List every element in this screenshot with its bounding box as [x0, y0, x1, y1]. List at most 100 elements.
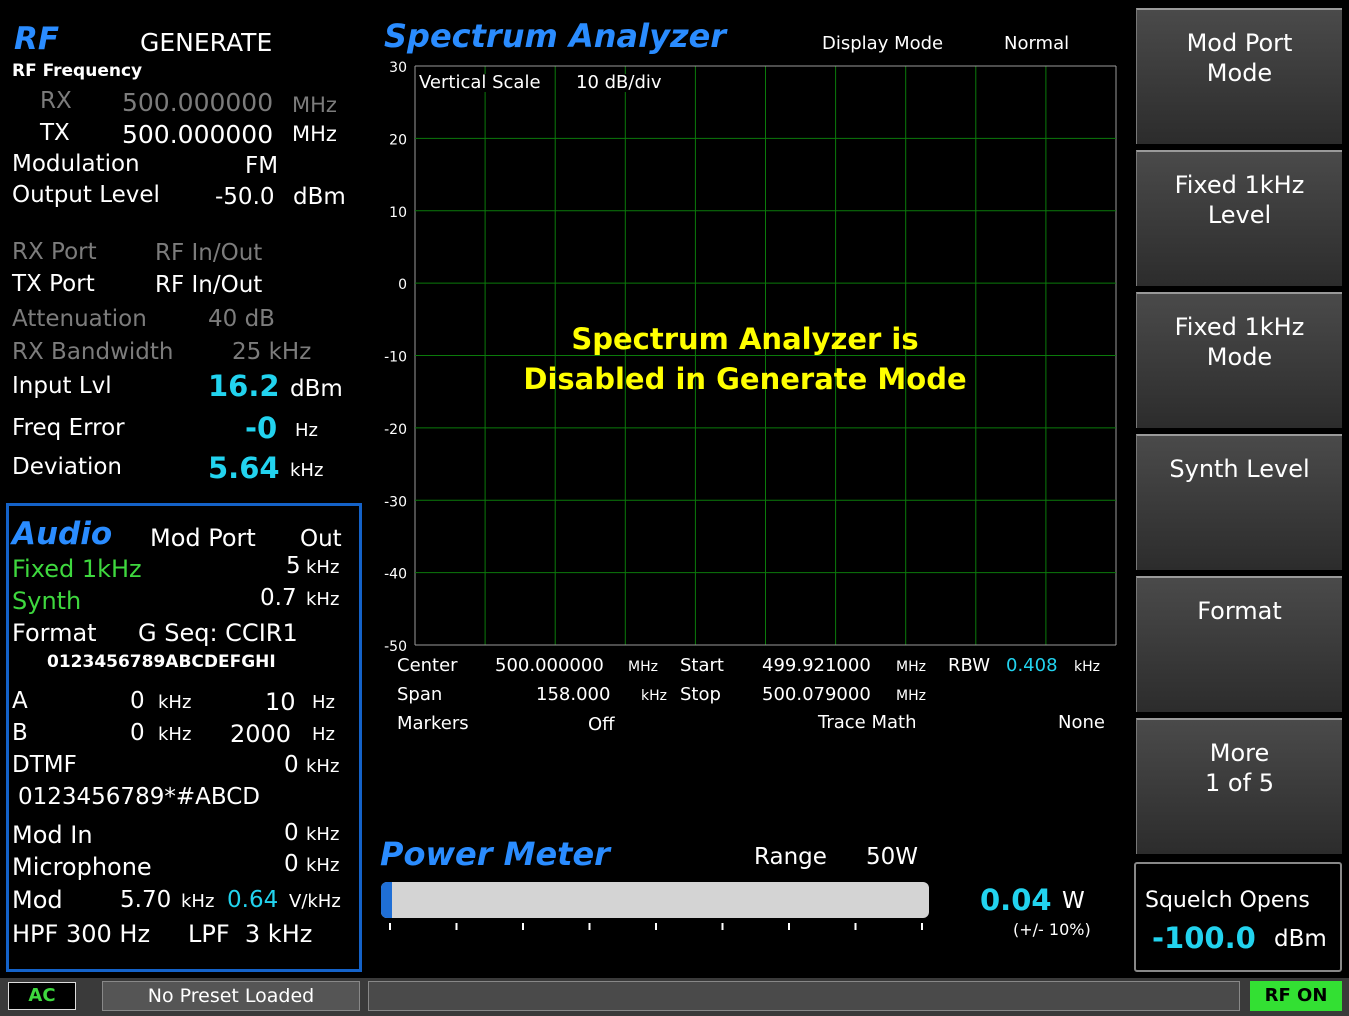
squelch-box — [1134, 862, 1342, 972]
span-unit: kHz — [641, 688, 667, 704]
fixed-value: 5 — [286, 553, 301, 579]
fixed-unit: kHz — [306, 557, 340, 578]
b-value: 0 — [130, 720, 145, 746]
synth-value: 0.7 — [260, 585, 297, 611]
markers-label: Markers — [397, 713, 469, 734]
mod-unit: kHz — [181, 891, 215, 912]
start-unit: MHz — [896, 659, 926, 675]
stop-value: 500.079000 — [762, 684, 871, 705]
deviation-unit: kHz — [290, 460, 324, 481]
span-value: 158.000 — [536, 684, 611, 705]
deviation-value: 5.64 — [208, 451, 280, 485]
softkey-label: More — [1209, 739, 1270, 767]
rbw-value: 0.408 — [1006, 655, 1058, 676]
rf-title: RF — [14, 21, 60, 57]
softkey-label: 1 of 5 — [1205, 769, 1274, 797]
format-value: G Seq: CCIR1 — [138, 619, 298, 647]
modulation-value: FM — [245, 153, 279, 179]
audio-frame — [6, 503, 362, 972]
softkey[interactable]: Mod Port Mode — [1136, 8, 1342, 144]
softkey-label: Synth Level — [1169, 455, 1310, 483]
stop-unit: MHz — [896, 688, 926, 704]
rx-label: RX — [40, 88, 72, 114]
squelch-unit: dBm — [1274, 926, 1327, 952]
start-value: 499.921000 — [762, 655, 871, 676]
a-unit: kHz — [158, 692, 192, 713]
softkey-label: Fixed 1kHz — [1174, 171, 1305, 199]
mod-in-label: Mod In — [12, 821, 93, 849]
softkey-label: Format — [1197, 597, 1282, 625]
y-tick-label: -30 — [384, 494, 407, 510]
softkey-label: Level — [1207, 201, 1272, 229]
preset-status[interactable]: No Preset Loaded — [102, 981, 360, 1011]
y-tick-label: 30 — [389, 60, 407, 76]
b-unit: kHz — [158, 724, 192, 745]
display-mode-value: Normal — [1004, 33, 1070, 54]
attenuation-value: 40 dB — [208, 306, 275, 332]
power-value: 0.04 — [980, 883, 1052, 917]
spectrum-title: Spectrum Analyzer — [384, 17, 727, 55]
dtmf-label: DTMF — [12, 752, 77, 778]
output-level-value: -50.0 — [215, 184, 275, 210]
rx-bandwidth-value: 25 kHz — [232, 339, 312, 365]
rbw-label: RBW — [948, 655, 991, 676]
center-label: Center — [397, 655, 458, 676]
squelch-value: -100.0 — [1152, 921, 1256, 955]
mod-value: 5.70 — [120, 887, 172, 913]
fixed-label: Fixed 1kHz — [12, 555, 142, 583]
attenuation-label: Attenuation — [12, 306, 147, 332]
a-freq: 10 — [265, 688, 296, 716]
stop-label: Stop — [680, 684, 721, 705]
y-tick-label: -10 — [384, 350, 407, 366]
rf-mode: GENERATE — [140, 28, 273, 57]
markers-value: Off — [588, 714, 615, 735]
tx-label: TX — [40, 120, 70, 146]
softkey[interactable]: Fixed 1kHz Mode — [1136, 292, 1342, 428]
message-bar — [368, 981, 1240, 1011]
rx-bandwidth-label: RX Bandwidth — [12, 339, 174, 365]
microphone-value: 0 — [284, 851, 299, 877]
power-unit: W — [1062, 888, 1085, 914]
microphone-unit: kHz — [306, 855, 340, 876]
softkey[interactable]: Fixed 1kHz Level — [1136, 150, 1342, 286]
softkey[interactable]: Format — [1136, 576, 1342, 712]
modulation-label: Modulation — [12, 151, 140, 177]
squelch-label: Squelch Opens — [1145, 888, 1310, 913]
y-tick-label: 0 — [398, 277, 407, 293]
b-freq-unit: Hz — [312, 724, 335, 745]
center-unit: MHz — [628, 659, 658, 675]
vertical-scale-value: 10 dB/div — [576, 72, 662, 93]
power-meter-title: Power Meter — [380, 835, 610, 873]
output-level-label: Output Level — [12, 182, 160, 208]
b-label: B — [12, 720, 28, 746]
b-freq: 2000 — [230, 720, 292, 748]
output-level-unit: dBm — [293, 184, 346, 210]
center-value: 500.000000 — [495, 655, 604, 676]
tx-value: 500.000000 — [122, 120, 274, 149]
rf-on-indicator[interactable]: RF ON — [1250, 981, 1342, 1011]
dtmf-value: 0 — [284, 752, 299, 778]
input-lvl-unit: dBm — [290, 376, 343, 402]
dtmf-unit: kHz — [306, 756, 340, 777]
rx-port-value: RF In/Out — [155, 240, 263, 266]
mod-port-value: Out — [300, 526, 342, 552]
microphone-label: Microphone — [12, 853, 152, 881]
a-label: A — [12, 688, 28, 714]
range-label: Range — [754, 844, 827, 870]
mod-port-label: Mod Port — [150, 524, 256, 552]
softkey[interactable]: More 1 of 5 — [1136, 718, 1342, 854]
y-tick-label: 10 — [389, 205, 407, 221]
sequence: 0123456789ABCDEFGHI — [47, 652, 276, 672]
softkey[interactable]: Synth Level — [1136, 434, 1342, 570]
tx-port-label: TX Port — [12, 271, 95, 297]
audio-title: Audio — [12, 516, 113, 552]
disabled-message: Spectrum Analyzer is — [571, 322, 919, 356]
lpf: LPF 3 kHz — [188, 920, 313, 948]
tx-unit: MHz — [292, 122, 337, 146]
display-mode-label: Display Mode — [822, 33, 944, 54]
softkey-label: Mode — [1206, 59, 1273, 87]
trace-math-value: None — [1058, 712, 1105, 733]
dtmf-digits: 0123456789*#ABCD — [18, 784, 260, 810]
ac-indicator: AC — [8, 982, 76, 1010]
deviation-label: Deviation — [12, 454, 123, 480]
